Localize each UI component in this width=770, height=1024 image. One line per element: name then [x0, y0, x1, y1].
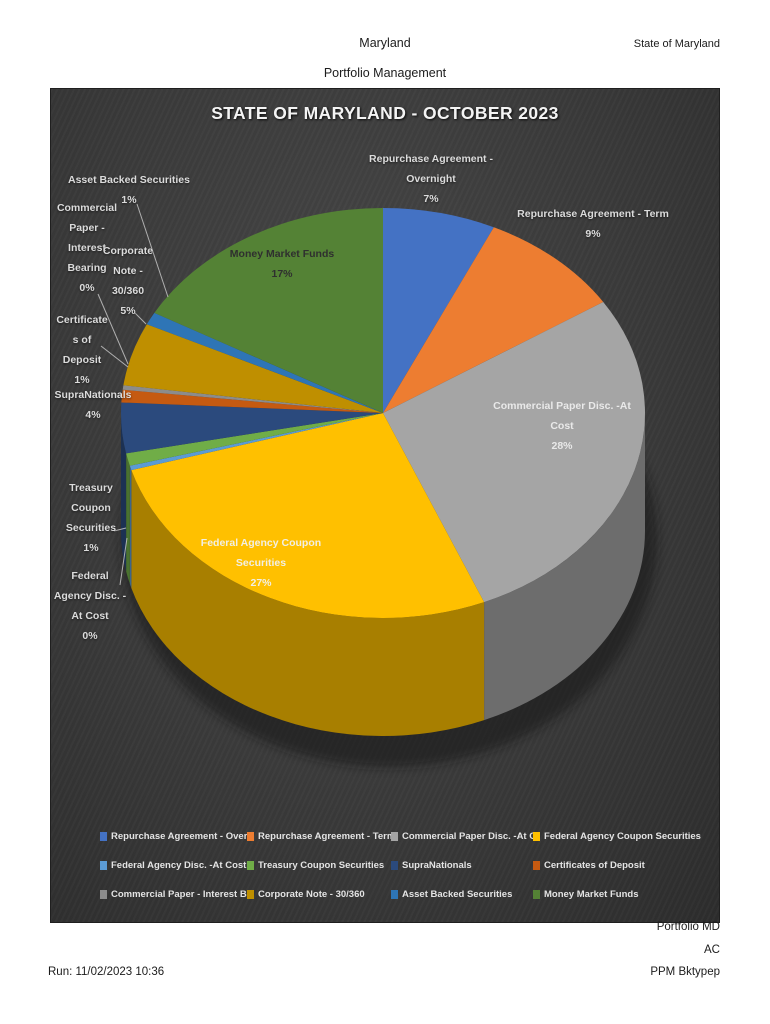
pie-label: Treasury Coupon Securities 1%: [65, 482, 117, 554]
pie-slice: [154, 208, 383, 413]
footer-report-code: PPM Bktypep: [650, 966, 720, 978]
pie-slice-side: [131, 470, 485, 736]
chart-panel: STATE OF MARYLAND - OCTOBER 2023 Repurch…: [50, 88, 720, 923]
pie-slice-side: [126, 453, 130, 584]
pie-slice: [121, 389, 383, 413]
pie-label: Repurchase Agreement - Term 9%: [517, 208, 669, 240]
leader-line: [119, 537, 128, 586]
header-title-line2: Portfolio Management: [323, 66, 447, 80]
legend-label: Corporate Note - 30/360: [258, 889, 365, 900]
legend-item: Treasury Coupon Securities: [247, 860, 391, 871]
legend-swatch: [391, 832, 398, 841]
legend-item: Federal Agency Coupon Securities: [533, 831, 711, 842]
legend-item: Money Market Funds: [533, 889, 711, 900]
leader-line: [136, 203, 169, 298]
legend-item: Asset Backed Securities: [391, 889, 533, 900]
legend-swatch: [247, 890, 254, 899]
legend-item: Repurchase Agreement - Overnight: [100, 831, 247, 842]
pie-slice: [126, 413, 383, 466]
pie-chart: [97, 203, 657, 767]
legend-swatch: [533, 861, 540, 870]
legend-swatch: [100, 861, 107, 870]
pie-label: Repurchase Agreement - Overnight 7%: [369, 153, 493, 205]
pie-slice-side: [121, 413, 127, 572]
pie-slice: [129, 413, 383, 471]
pie-label: Federal Agency Disc. - At Cost 0%: [53, 570, 127, 642]
legend-item: SupraNationals: [391, 860, 533, 871]
legend-swatch: [247, 861, 254, 870]
legend-label: Commercial Paper - Interest Bearing: [111, 889, 247, 900]
pie-label: Corporate Note -30/360 5%: [102, 245, 154, 317]
pie-slice: [123, 324, 383, 413]
legend: Repurchase Agreement - Overnight Repurcha…: [100, 831, 711, 900]
legend-item: Corporate Note - 30/360: [247, 889, 391, 900]
legend-label: Commercial Paper Disc. -At Cost: [402, 831, 533, 842]
legend-item: Commercial Paper - Interest Bearing: [100, 889, 247, 900]
legend-label: Certificates of Deposit: [544, 860, 645, 871]
header-right-text: State of Maryland: [633, 38, 720, 50]
legend-label: Treasury Coupon Securities: [258, 860, 385, 871]
header-title-line1: Maryland: [359, 36, 411, 50]
leader-line: [113, 527, 127, 532]
footer-portfolio-id: Portfolio MD: [656, 921, 720, 933]
pie-label: Federal Agency Coupon Securities 27%: [200, 537, 322, 589]
pie-slice: [383, 227, 604, 413]
leader-line: [134, 312, 147, 325]
legend-swatch: [391, 861, 398, 870]
pie-slice: [383, 301, 645, 603]
pie-slice: [121, 402, 383, 454]
legend-label: Money Market Funds: [544, 889, 639, 900]
pie-label: Money Market Funds 17%: [229, 248, 335, 280]
legend-item: Commercial Paper Disc. -At Cost: [391, 831, 533, 842]
pie-label: SupraNationals 4%: [54, 389, 132, 421]
pie-label: Asset Backed Securities 1%: [68, 174, 190, 206]
legend-swatch: [533, 890, 540, 899]
legend-label: Federal Agency Disc. -At Cost: [111, 860, 247, 871]
legend-label: SupraNationals: [402, 860, 472, 871]
pie-slice: [146, 312, 383, 413]
legend-item: Repurchase Agreement - Term: [247, 831, 391, 842]
footer-ac: AC: [704, 944, 720, 956]
legend-item: Federal Agency Disc. -At Cost: [100, 860, 247, 871]
pie-label: Commercial Paper - Interest Bearing 0%: [56, 202, 118, 294]
pie-slice: [122, 385, 384, 413]
leader-line: [97, 293, 129, 365]
pie-slice-side: [129, 465, 132, 589]
legend-item: Certificates of Deposit: [533, 860, 711, 871]
legend-swatch: [100, 890, 107, 899]
legend-swatch: [391, 890, 398, 899]
pie-slice: [383, 208, 494, 413]
legend-swatch: [247, 832, 254, 841]
legend-label: Repurchase Agreement - Term: [258, 831, 391, 842]
legend-label: Federal Agency Coupon Securities: [544, 831, 701, 842]
legend-label: Repurchase Agreement - Overnight: [111, 831, 247, 842]
chart-title: STATE OF MARYLAND - OCTOBER 2023: [211, 103, 559, 123]
pie-label: Certificate s of Deposit 1%: [56, 314, 108, 386]
legend-label: Asset Backed Securities: [402, 889, 513, 900]
leader-line: [100, 345, 129, 368]
pie-label: Commercial Paper Disc. -At Cost 28%: [493, 400, 631, 452]
pie-slice-side: [484, 413, 645, 721]
footer-run-timestamp: Run: 11/02/2023 10:36: [48, 966, 165, 978]
legend-swatch: [533, 832, 540, 841]
legend-swatch: [100, 832, 107, 841]
pie-slice: [131, 413, 485, 618]
